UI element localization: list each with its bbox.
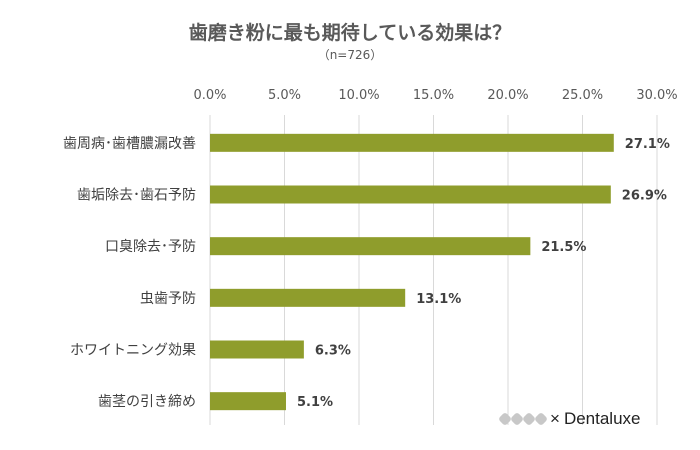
x-tick-label: 5.0% xyxy=(268,88,301,103)
x-tick-label: 25.0% xyxy=(562,88,603,103)
data-label: 5.1% xyxy=(297,395,333,410)
credit: × Dentaluxe xyxy=(497,409,641,429)
credit-separator: × xyxy=(550,409,560,428)
bar xyxy=(210,133,614,152)
y-category-label: ホワイトニング効果 xyxy=(70,343,196,359)
brand-logo-icon xyxy=(497,411,549,427)
x-tick-label: 10.0% xyxy=(338,88,379,103)
x-tick-label: 20.0% xyxy=(487,88,528,103)
x-tick-label: 30.0% xyxy=(636,88,677,103)
bar xyxy=(210,340,304,359)
data-label: 21.5% xyxy=(541,240,586,255)
y-category-label: 歯茎の引き締め xyxy=(98,393,196,410)
y-category-label: 虫歯予防 xyxy=(140,291,196,307)
y-category-label: 口臭除去･予防 xyxy=(105,239,196,255)
chart-subtitle: （n=726） xyxy=(317,48,383,62)
data-label: 13.1% xyxy=(416,292,461,307)
brand-name: Dentaluxe xyxy=(563,409,641,428)
data-label: 6.3% xyxy=(315,344,351,359)
x-tick-label: 0.0% xyxy=(193,88,226,103)
bar xyxy=(210,392,286,411)
bar xyxy=(210,288,406,307)
x-tick-label: 15.0% xyxy=(413,88,454,103)
data-label: 26.9% xyxy=(622,189,667,204)
chart-title: 歯磨き粉に最も期待している効果は？ xyxy=(188,22,512,44)
bar xyxy=(210,237,531,256)
bar xyxy=(210,185,611,204)
data-label: 27.1% xyxy=(625,137,670,152)
y-category-label: 歯垢除去･歯石予防 xyxy=(77,188,196,204)
y-category-label: 歯周病･歯槽膿漏改善 xyxy=(63,136,196,152)
